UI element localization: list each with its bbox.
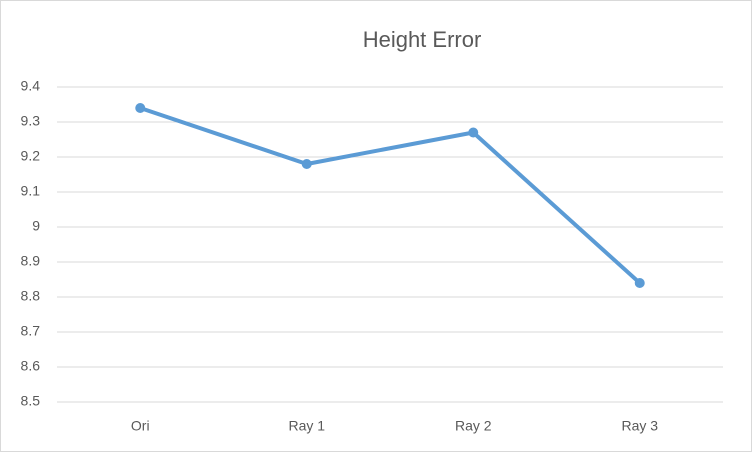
y-tick-label: 8.9 [21,253,41,269]
x-tick-label: Ori [131,418,150,434]
chart-title: Height Error [363,27,482,52]
y-tick-label: 9.1 [21,183,41,199]
y-tick-label: 8.5 [21,393,41,409]
y-tick-label: 9.2 [21,148,41,164]
data-point [135,103,146,113]
x-tick-label: Ray 2 [455,418,492,434]
data-point [634,278,645,288]
data-line [138,106,642,285]
y-tick-label: 9.3 [21,113,41,129]
x-tick-label: Ray 3 [621,418,658,434]
y-tick-label: 9 [32,218,40,234]
y-tick-label: 8.6 [21,358,41,374]
y-tick-label: 8.7 [21,323,41,339]
x-tick-label: Ray 1 [288,418,325,434]
data-point [468,127,479,138]
data-point [301,159,312,169]
y-tick-label: 9.4 [21,78,41,94]
y-tick-label: 8.8 [21,288,41,304]
